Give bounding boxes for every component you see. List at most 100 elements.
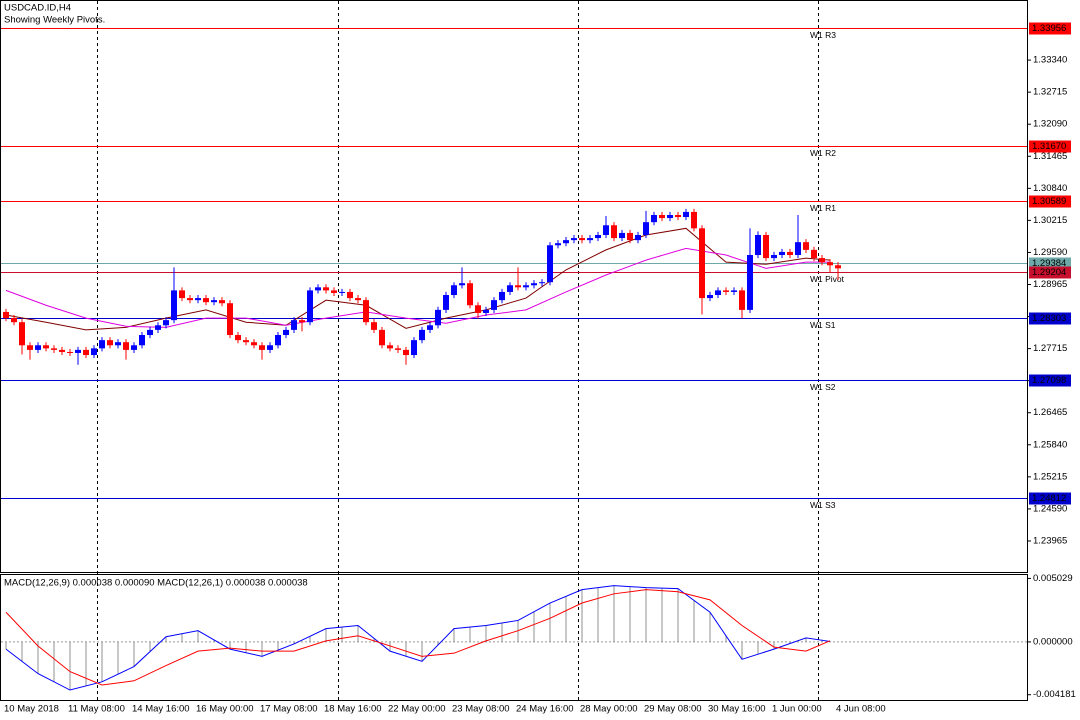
macd-frame: [0, 574, 1028, 701]
level-price-box: [1029, 22, 1071, 35]
candle-body: [787, 251, 793, 256]
candle-body: [19, 322, 25, 346]
level-name: W1 R1: [810, 203, 836, 213]
moving-average: [5, 247, 830, 328]
candle-body: [683, 211, 689, 218]
candle-body: [531, 283, 537, 286]
candle-body: [267, 345, 273, 350]
candle-body: [571, 238, 577, 241]
candle-body: [707, 295, 713, 299]
candle-body: [75, 349, 81, 353]
x-tick-label: 17 May 08:00: [260, 704, 318, 715]
candle-body: [507, 285, 513, 292]
y-tick-label: 1.24590: [1033, 503, 1067, 514]
candle-body: [811, 249, 817, 259]
y-tick-label: 0.000000: [1033, 636, 1073, 647]
candle-body: [307, 290, 313, 323]
level-name: W1 S3: [810, 500, 836, 510]
candle-body: [555, 243, 561, 246]
candle-body: [427, 325, 433, 330]
candle-body: [747, 255, 753, 310]
candle-body: [635, 234, 641, 241]
candle-body: [547, 245, 553, 283]
candle-body: [339, 291, 345, 293]
candle-body: [515, 285, 521, 288]
y-tick-label: 1.30215: [1033, 215, 1067, 226]
candle-body: [459, 283, 465, 286]
candle-body: [611, 225, 617, 239]
level-price-label: 1.27098: [1032, 375, 1066, 386]
y-tick-label: 1.28965: [1033, 279, 1067, 290]
candle-body: [579, 238, 585, 241]
candle-body: [275, 335, 281, 346]
candle-body: [91, 348, 97, 356]
candle-body: [483, 309, 489, 313]
x-tick-label: 28 May 00:00: [580, 704, 638, 715]
candle-body: [419, 329, 425, 341]
candle-body: [619, 232, 625, 239]
x-tick-label: 23 May 08:00: [452, 704, 510, 715]
candle-body: [299, 320, 305, 323]
y-tick-label: -0.004181: [1033, 689, 1076, 700]
separators: [97, 1, 819, 700]
level-price-label: 1.33956: [1032, 23, 1066, 34]
y-tick-label: 1.26465: [1033, 407, 1067, 418]
candle-body: [83, 349, 89, 356]
y-tick-label: 1.25215: [1033, 471, 1067, 482]
candle-body: [355, 298, 361, 301]
candle-body: [27, 345, 33, 350]
y-tick-label: 1.31465: [1033, 151, 1067, 162]
level-name: W1 Pivot: [810, 274, 845, 284]
candle-body: [179, 290, 185, 299]
y-tick-label: 1.29590: [1033, 247, 1067, 258]
candle-body: [563, 240, 569, 244]
candle-body: [595, 234, 601, 239]
candle-body: [195, 298, 201, 301]
candle-body: [539, 282, 545, 284]
candle-body: [315, 287, 321, 291]
candle-body: [67, 351, 73, 353]
y-tick-label: 1.25840: [1033, 439, 1067, 450]
candle-body: [155, 325, 161, 330]
y-tick-label: 1.23965: [1033, 535, 1067, 546]
y-tick-label: 1.27715: [1033, 343, 1067, 354]
main-frame: [0, 0, 1028, 573]
x-tick-label: 14 May 16:00: [132, 704, 190, 715]
chart-title: USDCAD.ID,H4: [4, 3, 71, 14]
y-tick-label: 0.005029: [1033, 573, 1073, 584]
candle-body: [107, 340, 113, 346]
candle-body: [411, 340, 417, 356]
candle-body: [755, 234, 761, 256]
candle-body: [691, 211, 697, 229]
candle-body: [43, 345, 49, 349]
level-price-box: [1029, 492, 1071, 505]
level-price-box: [1029, 195, 1071, 208]
plot-layer: W1 R3 W1 R2 W1 R1 W1 Pivot W1 S1 W1 S2 W1 S3: [1, 28, 1027, 691]
level-price-label: 1.31670: [1032, 141, 1066, 152]
candle-body: [715, 290, 721, 296]
candle-body: [819, 258, 825, 263]
candle-body: [35, 345, 41, 350]
candle-body: [643, 222, 649, 235]
x-tick-label: 16 May 00:00: [196, 704, 254, 715]
moving-average: [5, 227, 831, 331]
candle-body: [3, 311, 9, 319]
candle-body: [523, 285, 529, 288]
level-price-box: [1029, 140, 1071, 153]
y-tick-label: 1.33340: [1033, 55, 1067, 66]
y-tick-label: 1.32090: [1033, 119, 1067, 130]
candle-body: [251, 342, 257, 346]
candle-body: [475, 305, 481, 313]
macd-line: [5, 589, 831, 686]
level-price-label: 1.24812: [1032, 493, 1066, 504]
candle-body: [291, 320, 297, 330]
level-price-label: 1.30589: [1032, 196, 1066, 207]
candle-body: [603, 225, 609, 235]
candle-body: [795, 242, 801, 256]
x-tick-label: 22 May 00:00: [388, 704, 446, 715]
level-price-label: 1.28303: [1032, 313, 1066, 324]
candle-body: [491, 300, 497, 310]
candle-body: [243, 340, 249, 343]
candle-body: [323, 287, 329, 291]
